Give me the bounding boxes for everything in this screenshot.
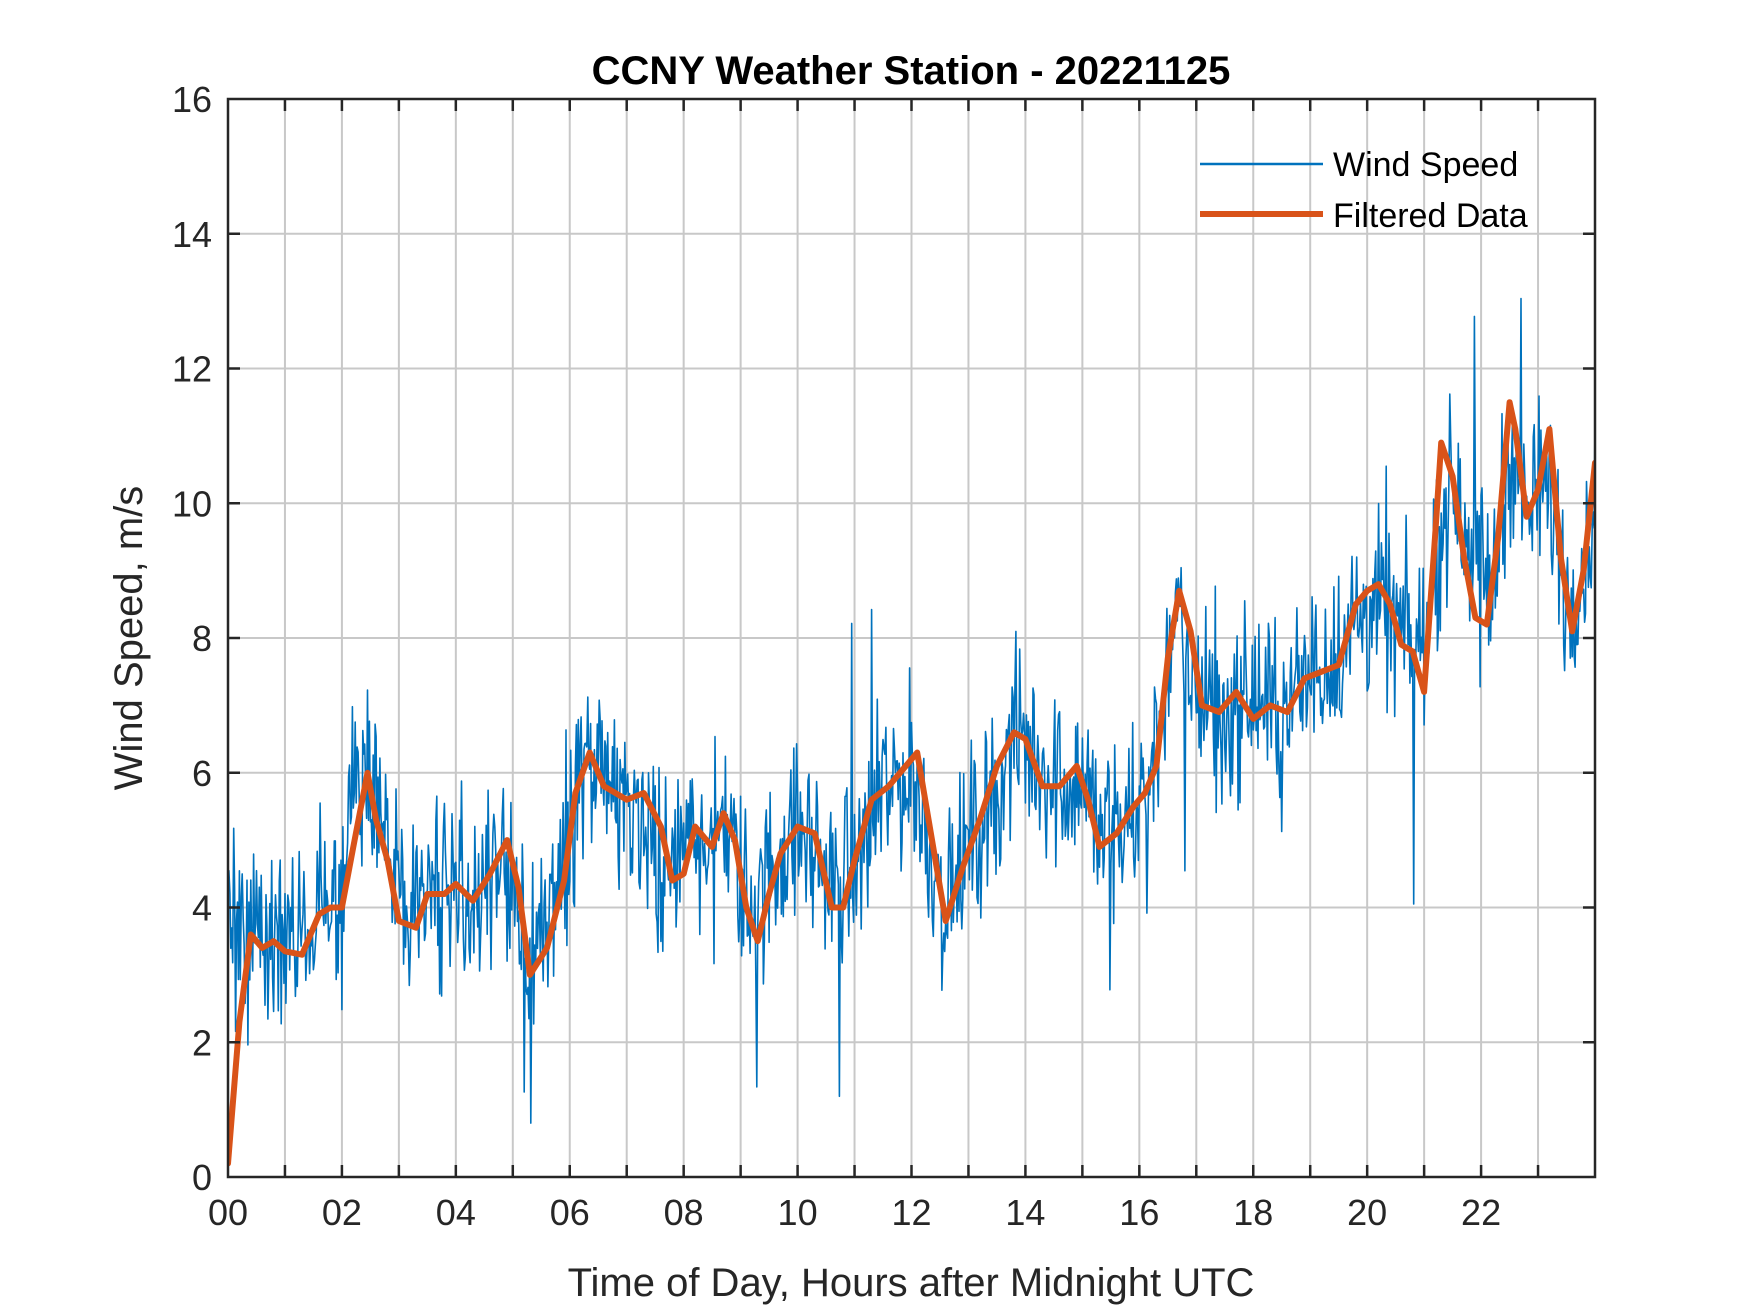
x-tick-label: 08 (664, 1192, 704, 1233)
x-tick-label: 12 (891, 1192, 931, 1233)
x-tick-label: 02 (322, 1192, 362, 1233)
y-tick-label: 4 (192, 888, 212, 929)
tick-marks (228, 99, 1595, 1177)
x-tick-label: 14 (1005, 1192, 1045, 1233)
y-tick-label: 14 (172, 214, 212, 255)
y-tick-label: 6 (192, 753, 212, 794)
y-tick-label: 8 (192, 618, 212, 659)
x-tick-label: 04 (436, 1192, 476, 1233)
series-line-filtered-data (228, 399, 1595, 1167)
x-axis-label: Time of Day, Hours after Midnight UTC (568, 1261, 1255, 1305)
chart-title: CCNY Weather Station - 20221125 (592, 49, 1231, 93)
legend-filtered-data-label: Filtered Data (1333, 197, 1528, 235)
y-tick-label: 2 (192, 1022, 212, 1063)
grid-lines (228, 99, 1595, 1177)
series-line-wind-speed (228, 297, 1595, 1124)
x-tick-label: 00 (208, 1192, 248, 1233)
legend: Wind Speed Filtered Data (1200, 146, 1528, 235)
y-tick-labels: 0 2 4 6 8 10 12 14 16 (172, 79, 212, 1198)
x-tick-label: 18 (1233, 1192, 1273, 1233)
y-tick-label: 10 (172, 483, 212, 524)
x-tick-label: 20 (1347, 1192, 1387, 1233)
x-tick-label: 06 (550, 1192, 590, 1233)
x-tick-labels: 00 02 04 06 08 10 12 14 16 18 20 22 (208, 1192, 1501, 1233)
series-layer (228, 297, 1595, 1167)
x-tick-label: 16 (1119, 1192, 1159, 1233)
x-tick-label: 10 (778, 1192, 818, 1233)
legend-wind-speed-label: Wind Speed (1333, 146, 1518, 184)
y-tick-label: 0 (192, 1157, 212, 1198)
x-tick-label: 22 (1461, 1192, 1501, 1233)
y-axis-label: Wind Speed, m/s (107, 486, 151, 791)
y-tick-label: 16 (172, 79, 212, 120)
y-tick-label: 12 (172, 349, 212, 390)
